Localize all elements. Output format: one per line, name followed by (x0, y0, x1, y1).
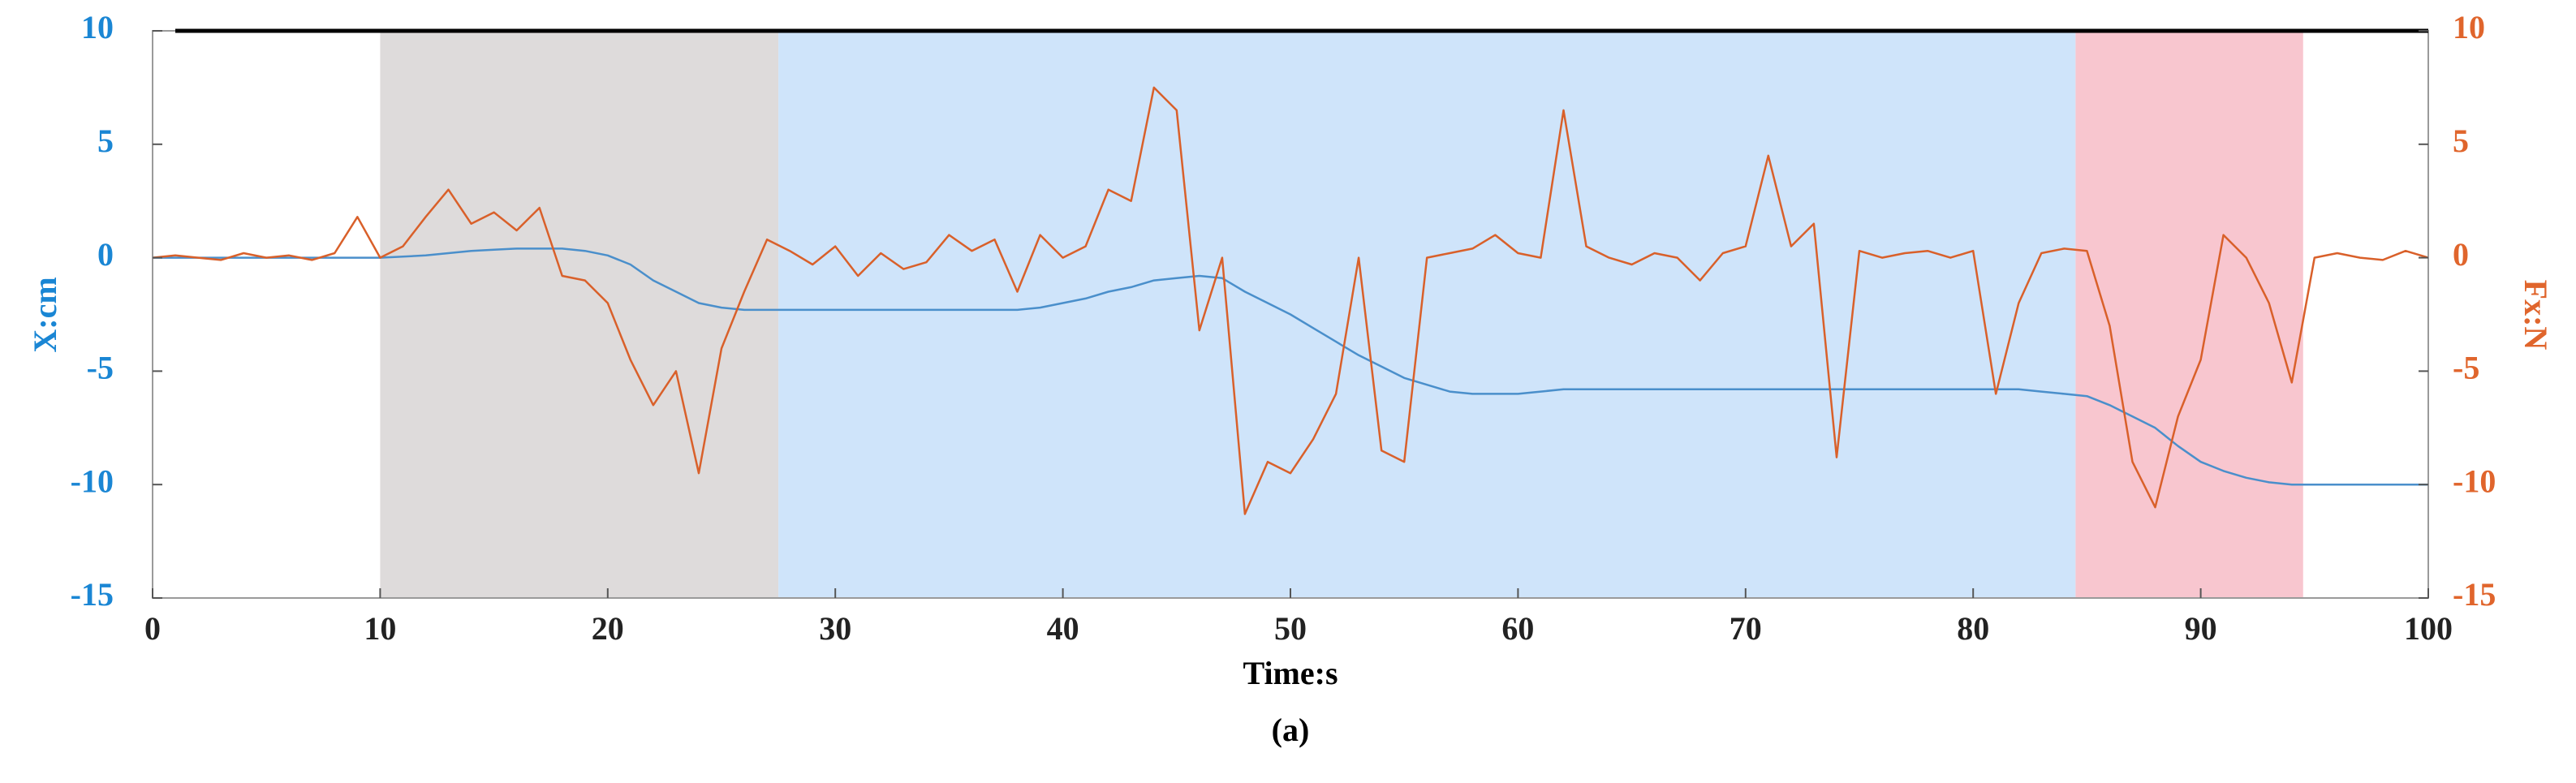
y2-tick-label: -10 (2453, 462, 2496, 499)
spans (380, 31, 2303, 598)
x-tick-label: 100 (2404, 610, 2453, 647)
y-axis-label: X:cm (27, 277, 63, 352)
shaded-span (380, 31, 779, 598)
lines (152, 86, 2429, 515)
y2-tick-label: 5 (2453, 123, 2469, 159)
y2-tick-label: 0 (2453, 236, 2469, 273)
y-tick-label: 0 (97, 236, 114, 273)
x-tick-label: 10 (364, 610, 396, 647)
y-tick-label: -5 (87, 350, 114, 386)
shaded-span (2075, 31, 2303, 598)
shaded-span (778, 31, 2076, 598)
x-tick-label: 30 (819, 610, 851, 647)
chart-title: (a) (1272, 712, 1310, 748)
x-tick-label: 0 (144, 610, 161, 647)
y2-axis-label: Fx:N (2518, 280, 2554, 351)
series-line (152, 86, 2429, 515)
y2-tick-label: -5 (2453, 350, 2479, 386)
x-tick-label: 40 (1047, 610, 1079, 647)
series-line (153, 247, 2428, 486)
x-tick-label: 80 (1957, 610, 1989, 647)
y2-tick-label: 10 (2453, 9, 2485, 45)
y2-tick-label: -15 (2453, 576, 2496, 613)
x-axis-label: Time:s (1243, 655, 1338, 691)
x-tick-label: 60 (1501, 610, 1534, 647)
x-tick-label: 20 (592, 610, 624, 647)
x-tick-label: 90 (2185, 610, 2217, 647)
y-tick-label: 5 (97, 123, 114, 159)
y-tick-label: -10 (71, 462, 114, 499)
x-tick-label: 50 (1274, 610, 1307, 647)
x-tick-label: 70 (1730, 610, 1762, 647)
y-tick-label: 10 (81, 9, 114, 45)
y-tick-label: -15 (71, 576, 114, 613)
